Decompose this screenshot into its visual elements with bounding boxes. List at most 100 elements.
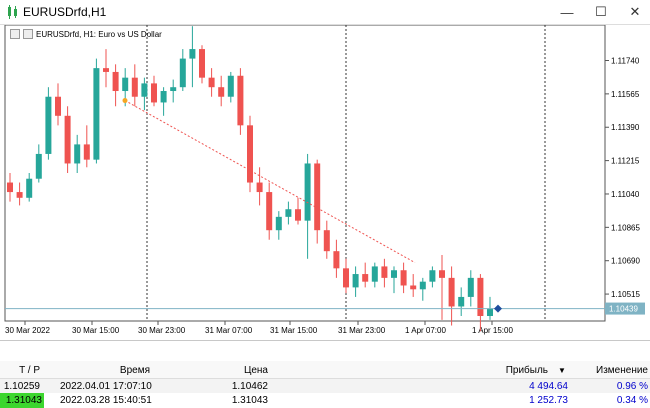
candle-down[interactable] — [362, 274, 369, 282]
header-profit[interactable]: Прибыль — [505, 365, 548, 376]
candle-down[interactable] — [247, 125, 253, 183]
maximize-button[interactable]: ☐ — [584, 0, 618, 24]
candle-up[interactable] — [458, 296, 465, 307]
candle-down[interactable] — [266, 192, 273, 231]
candle-up[interactable] — [26, 178, 33, 198]
candle-up[interactable] — [391, 270, 397, 278]
candle-up[interactable] — [74, 144, 81, 164]
y-tick-label: 1.10865 — [611, 223, 640, 232]
close-icon: ✕ — [629, 4, 641, 19]
candle-up[interactable] — [179, 58, 186, 88]
candle-up[interactable] — [371, 266, 378, 282]
candle-down[interactable] — [323, 230, 330, 252]
candle-down[interactable] — [112, 71, 119, 92]
current-price-badge — [605, 302, 645, 315]
candle-up[interactable] — [285, 209, 292, 217]
cell-time: 2022.04.01 17:07:10 — [60, 381, 152, 392]
x-tick-label: 30 Mar 2022 — [5, 326, 50, 335]
cell-time: 2022.03.28 15:40:51 — [60, 395, 152, 406]
minimize-icon: — — [560, 4, 574, 20]
candle-up[interactable] — [170, 87, 177, 92]
candle-down[interactable] — [400, 270, 407, 286]
table-row[interactable]: 1.10259 2022.04.01 17:07:10 1.10462 4 494.6… — [0, 379, 650, 394]
candle-up[interactable] — [45, 96, 52, 154]
trend-line[interactable] — [124, 100, 416, 264]
table-header: T / P Время Цена Прибыль ▼ Изменение — [0, 361, 650, 379]
candle-down[interactable] — [448, 277, 455, 307]
header-tp[interactable]: T / P — [19, 365, 40, 376]
chart-menu-icon[interactable] — [10, 29, 20, 39]
candle-up[interactable] — [35, 153, 42, 179]
candle-up[interactable] — [189, 49, 196, 59]
chart-header: EURUSDrfd, H1: Euro vs US Dollar — [10, 29, 162, 39]
title-bar[interactable]: EURUSDrfd,H1 — ☐ ✕ — [0, 0, 650, 24]
y-tick-label: 1.10690 — [611, 257, 640, 266]
positions-panel: T / P Время Цена Прибыль ▼ Изменение 1.1… — [0, 340, 650, 408]
candle-down[interactable] — [131, 77, 138, 97]
x-tick-label: 30 Mar 15:00 — [72, 326, 120, 335]
header-price[interactable]: Цена — [243, 365, 268, 376]
x-tick-label: 1 Apr 07:00 — [405, 326, 446, 335]
chart-title: EURUSDrfd, H1: Euro vs US Dollar — [36, 29, 162, 39]
close-button[interactable]: ✕ — [618, 0, 650, 24]
candle-up[interactable] — [487, 308, 493, 316]
plot-frame — [4, 25, 606, 322]
candle-up[interactable] — [160, 91, 167, 103]
window-title: EURUSDrfd,H1 — [23, 5, 107, 19]
table-row[interactable]: 1.31043 2022.03.28 15:40:51 1.31043 1 252.7… — [0, 393, 650, 408]
minimize-button[interactable]: — — [550, 0, 584, 24]
candle-down[interactable] — [381, 266, 388, 278]
candle-down[interactable] — [295, 209, 301, 221]
candle-down[interactable] — [314, 163, 321, 231]
header-time[interactable]: Время — [119, 365, 150, 376]
candle-down[interactable] — [199, 49, 205, 78]
chart-app-icon — [8, 5, 17, 19]
candle-down[interactable] — [83, 144, 90, 160]
candle-down[interactable] — [208, 77, 215, 88]
candle-down[interactable] — [439, 270, 445, 278]
candle-up[interactable] — [275, 216, 282, 231]
candle-up[interactable] — [352, 274, 359, 288]
candle-up[interactable] — [227, 75, 234, 97]
candle-up[interactable] — [429, 270, 436, 282]
y-tick-label: 1.11040 — [611, 190, 640, 199]
candle-up[interactable] — [141, 83, 148, 97]
cell-change: 0.96 % — [616, 381, 648, 392]
candle-up[interactable] — [419, 281, 426, 290]
candle-up[interactable] — [122, 77, 129, 92]
x-tick-label: 31 Mar 07:00 — [205, 326, 253, 335]
candlestick-chart[interactable]: 1.11740 1.11565 1.11390 1.11215 1.11040 1.108… — [0, 25, 650, 341]
candle-down[interactable] — [103, 68, 109, 72]
trend-line-anchor[interactable] — [122, 98, 128, 104]
header-change[interactable]: Изменение — [596, 365, 648, 376]
cell-change: 0.34 % — [616, 395, 648, 406]
sort-desc-icon[interactable]: ▼ — [558, 366, 566, 375]
candle-down[interactable] — [218, 87, 225, 97]
candle-down[interactable] — [151, 83, 157, 103]
chart-indicator-icon[interactable] — [23, 29, 33, 39]
x-tick-label: 30 Mar 23:00 — [138, 326, 186, 335]
candle-down[interactable] — [16, 192, 23, 198]
candle-down[interactable] — [256, 182, 263, 193]
candle-down[interactable] — [237, 75, 244, 126]
y-tick-label: 1.11740 — [611, 57, 640, 66]
x-tick-label: 1 Apr 15:00 — [472, 326, 513, 335]
x-tick-label: 31 Mar 15:00 — [270, 326, 318, 335]
candle-down[interactable] — [64, 115, 71, 164]
price-marker-icon — [494, 304, 502, 313]
candle-down[interactable] — [410, 285, 417, 290]
candle-down[interactable] — [477, 277, 484, 316]
candle-down[interactable] — [55, 96, 61, 116]
candle-up[interactable] — [467, 277, 474, 297]
cell-profit: 4 494.64 — [529, 381, 568, 392]
candle-down[interactable] — [333, 251, 340, 269]
candle-down[interactable] — [7, 182, 13, 193]
cell-price: 1.31043 — [231, 395, 268, 406]
candle-up[interactable] — [304, 163, 311, 221]
chart-panel[interactable]: EURUSDrfd, H1: Euro vs US Dollar 1.11740… — [0, 24, 650, 340]
candle-down[interactable] — [343, 268, 349, 288]
maximize-icon: ☐ — [595, 4, 607, 19]
cell-tp: 1.31043 — [0, 393, 44, 408]
candle-up[interactable] — [93, 68, 100, 160]
